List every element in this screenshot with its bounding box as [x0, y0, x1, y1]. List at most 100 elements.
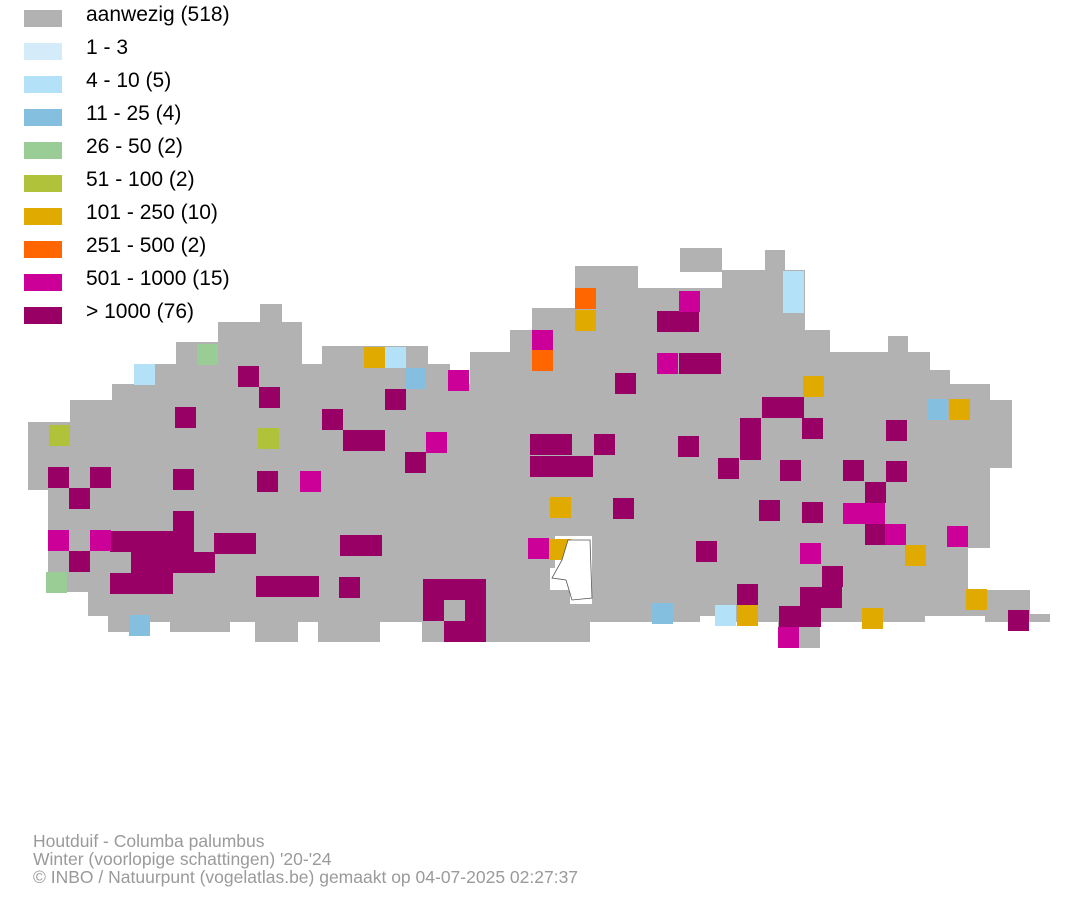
map-cell [1008, 610, 1029, 631]
legend-label: 501 - 1000 (15) [86, 267, 230, 290]
map-cell [448, 370, 469, 391]
map-cell [594, 434, 615, 455]
legend-label: 1 - 3 [86, 36, 129, 59]
map-cell [737, 584, 758, 605]
presence-area [108, 614, 700, 622]
map-cell [110, 531, 194, 552]
presence-area [510, 330, 830, 356]
map-footer: Houtduif - Columba palumbus Winter (voor… [33, 832, 578, 886]
map-cell [885, 524, 906, 545]
presence-area [720, 614, 925, 622]
map-cell [46, 572, 67, 593]
legend-label: 251 - 500 (2) [86, 234, 207, 257]
presence-area [592, 568, 968, 592]
footer-credit: © INBO / Natuurpunt (vogelatlas.be) gema… [33, 867, 579, 887]
map-cell [238, 366, 259, 387]
footer-period: Winter (voorlopige schattingen) '20-'24 [33, 849, 332, 869]
map-cell [259, 387, 280, 408]
map-cell [966, 589, 987, 610]
legend-item-26-50-2: 26 - 50 (2) [24, 135, 284, 169]
presence-area [260, 304, 282, 326]
map-cell [322, 409, 343, 430]
legend-item-1000-76: > 1000 (76) [24, 300, 284, 334]
map-cell [679, 353, 721, 374]
map-cell [134, 364, 155, 385]
legend-swatch [24, 175, 62, 192]
map-cell [405, 452, 426, 473]
legend-swatch [24, 208, 62, 225]
legend-label: 11 - 25 (4) [86, 102, 182, 125]
map-cell [927, 399, 948, 420]
map-cell [550, 497, 571, 518]
map-cell [444, 621, 486, 642]
presence-area [680, 248, 722, 272]
map-cell [214, 533, 256, 554]
map-cell [385, 347, 406, 368]
map-cell [905, 545, 926, 566]
map-cell [949, 399, 970, 420]
map-cell [762, 397, 804, 418]
map-cell [48, 530, 69, 551]
map-cell [802, 418, 823, 439]
map-cell [886, 461, 907, 482]
presence-area [170, 622, 230, 632]
map-cell [740, 418, 761, 460]
presence-area [255, 622, 298, 632]
map-cell [780, 460, 801, 481]
legend-swatch [24, 274, 62, 291]
map-cell [530, 456, 593, 477]
legend-item-1-3: 1 - 3 [24, 36, 284, 70]
legend-swatch [24, 142, 62, 159]
map-cell [800, 543, 821, 564]
map-cell [426, 432, 447, 453]
presence-area [592, 534, 990, 548]
map-cell [822, 566, 843, 587]
map-abundance-cells [46, 271, 1029, 648]
presence-area [888, 336, 908, 356]
legend-label: 26 - 50 (2) [86, 135, 183, 158]
map-cell [865, 482, 886, 503]
map-cell [657, 353, 678, 374]
map-cell [129, 615, 150, 636]
map-cell [803, 376, 824, 397]
presence-area [592, 548, 968, 568]
map-cell [575, 288, 596, 309]
presence-area [318, 622, 380, 632]
presence-area [48, 510, 990, 536]
map-cell [385, 389, 406, 410]
presence-area [422, 632, 590, 642]
map-cell [737, 605, 758, 626]
map-cell [364, 347, 385, 368]
legend-label: aanwezig (518) [86, 3, 230, 26]
map-cell [783, 271, 804, 313]
map-cell [678, 436, 699, 457]
map-cell [718, 458, 739, 479]
map-cell [256, 576, 319, 597]
legend-label: 4 - 10 (5) [86, 69, 172, 92]
map-cell [613, 498, 634, 519]
map-cell [843, 460, 864, 481]
presence-area [422, 622, 590, 632]
map-cell [679, 291, 700, 312]
legend-label: 101 - 250 (10) [86, 201, 218, 224]
map-cell [947, 526, 968, 547]
map-cell [800, 587, 842, 608]
map-cell [49, 425, 70, 446]
map-cell [779, 606, 821, 627]
map-cell [652, 603, 673, 624]
presence-area [255, 632, 298, 642]
map-cell [865, 524, 886, 545]
map-cell [90, 530, 111, 551]
presence-area [318, 632, 380, 642]
map-cell [465, 600, 486, 621]
legend-item-11-25-4: 11 - 25 (4) [24, 102, 284, 136]
presence-area [70, 400, 1012, 424]
legend-item-251-500-2: 251 - 500 (2) [24, 234, 284, 268]
legend-swatch [24, 109, 62, 126]
legend-label: > 1000 (76) [86, 300, 194, 323]
map-cell [257, 471, 278, 492]
legend-swatch [24, 10, 62, 27]
map-cell [173, 469, 194, 490]
map-cell [862, 608, 883, 629]
